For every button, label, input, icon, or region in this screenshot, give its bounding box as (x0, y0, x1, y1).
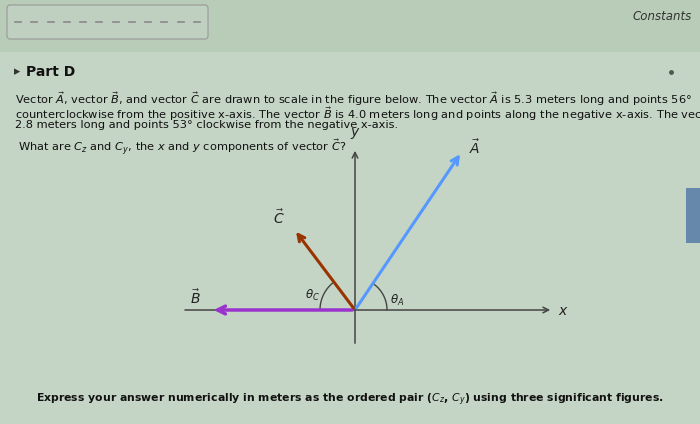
Text: Constants: Constants (633, 10, 692, 23)
Text: Express your answer numerically in meters as the ordered pair ($C_z$, $C_y$) usi: Express your answer numerically in meter… (36, 392, 664, 408)
Text: $y$: $y$ (349, 126, 360, 141)
Text: Part D: Part D (26, 65, 76, 79)
Text: $\theta_C$: $\theta_C$ (304, 287, 319, 303)
FancyBboxPatch shape (7, 5, 208, 39)
Text: What are $C_z$ and $C_y$, the $x$ and $y$ components of vector $\vec{C}$?: What are $C_z$ and $C_y$, the $x$ and $y… (18, 138, 346, 158)
Text: 2.8 meters long and points 53° clockwise from the negative x-axis.: 2.8 meters long and points 53° clockwise… (15, 120, 398, 130)
Text: Vector $\vec{A}$, vector $\vec{B}$, and vector $\vec{C}$ are drawn to scale in t: Vector $\vec{A}$, vector $\vec{B}$, and … (15, 90, 692, 108)
Text: $\vec{B}$: $\vec{B}$ (190, 289, 201, 307)
Bar (686, 188, 700, 243)
Text: ▸: ▸ (14, 65, 20, 78)
Text: $\vec{A}$: $\vec{A}$ (469, 139, 480, 157)
Text: $\vec{C}$: $\vec{C}$ (272, 208, 284, 227)
Text: $\theta_A$: $\theta_A$ (390, 293, 404, 307)
Text: $x$: $x$ (558, 304, 568, 318)
Text: counterclockwise from the positive x-axis. The vector $\vec{B}$ is 4.0 meters lo: counterclockwise from the positive x-axi… (15, 105, 700, 123)
Bar (0, 0, 700, 52)
